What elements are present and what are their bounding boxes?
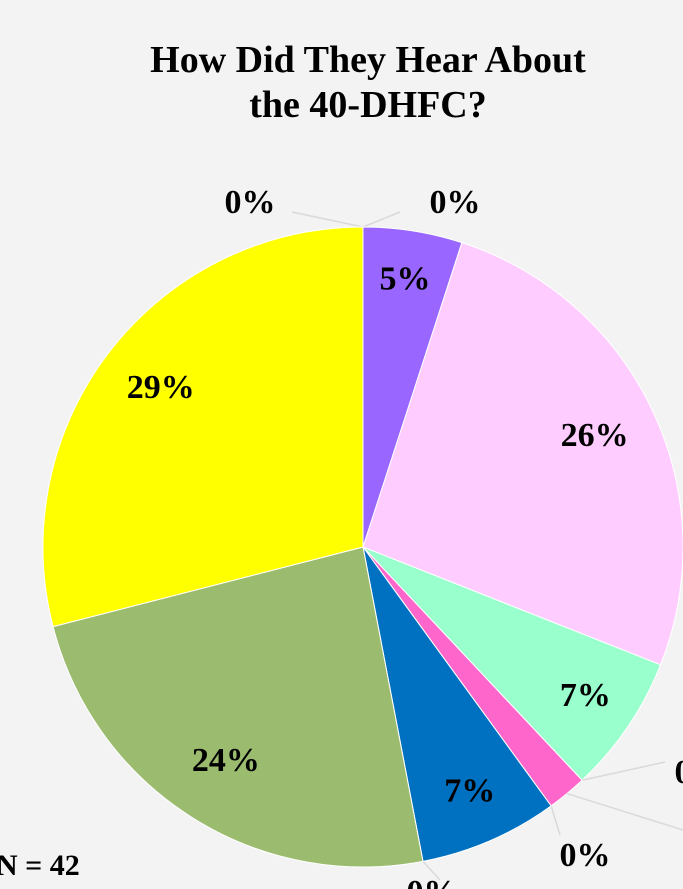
- data-label: 0%: [675, 754, 683, 791]
- pie-slice: [42, 226, 364, 628]
- pie-slice: [52, 546, 424, 868]
- pie-slice: [362, 546, 662, 781]
- leader-line: [291, 211, 364, 228]
- leader-line: [581, 761, 666, 782]
- data-label: 7%: [444, 772, 495, 809]
- pie-slice: [362, 546, 552, 862]
- leader-line: [566, 792, 683, 831]
- chart-title: How Did They Hear About: [150, 39, 586, 81]
- data-label: 0%: [407, 874, 458, 889]
- data-label: 0%: [560, 837, 611, 874]
- pie-slice: [362, 242, 683, 666]
- data-label: 5%: [380, 260, 431, 297]
- data-label: 24%: [192, 742, 260, 779]
- data-label: 7%: [560, 677, 611, 714]
- leader-line: [422, 860, 441, 881]
- sample-size-note: N = 42: [0, 849, 80, 882]
- data-label: 0%: [430, 184, 481, 221]
- chart-title: the 40-DHFC?: [249, 84, 486, 126]
- data-label: 0%: [225, 184, 276, 221]
- leader-line: [550, 805, 561, 836]
- data-label: 26%: [561, 417, 629, 454]
- leader-line: [362, 211, 401, 228]
- data-label: 29%: [127, 369, 195, 406]
